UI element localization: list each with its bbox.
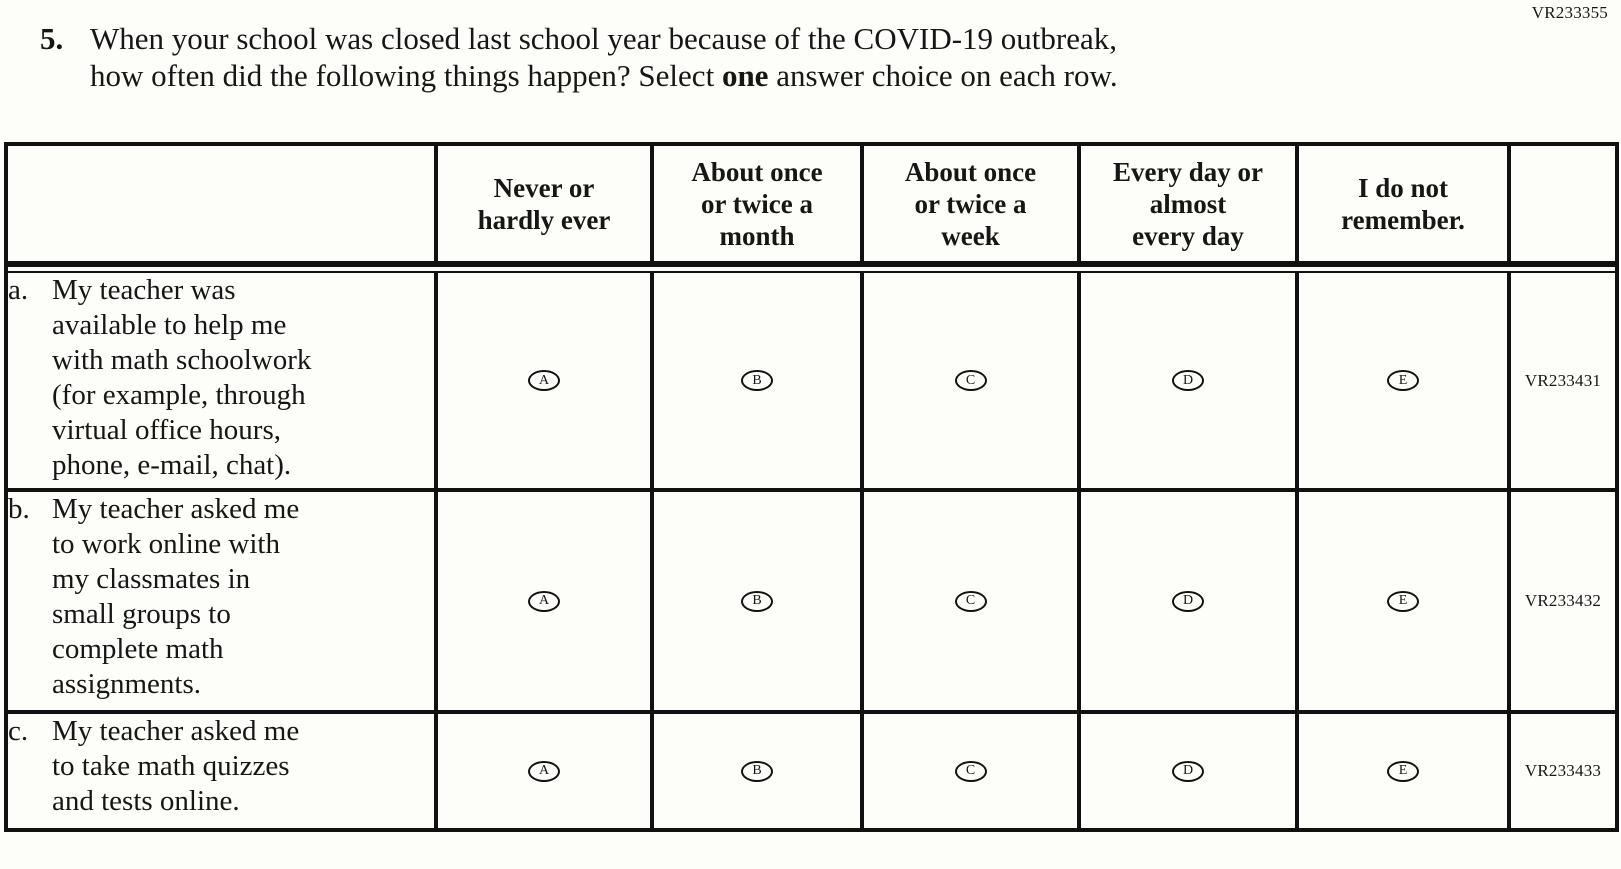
option-cell-c-D: D [1077,712,1297,832]
answer-bubble-b-A[interactable]: A [528,590,560,612]
answer-bubble-a-E[interactable]: E [1387,370,1419,391]
answer-bubble-a-D[interactable]: D [1172,370,1204,391]
option-cell-b-D: D [1077,490,1297,714]
bubble-letter: E [1398,763,1408,778]
header-once-twice-week: About once or twice a week [860,144,1079,267]
answer-bubble-b-D[interactable]: D [1172,590,1204,612]
row-statement-c: My teacher asked me to take math quizzes… [52,715,300,817]
option-cell-a-A: A [434,272,652,492]
row-label-a: a. [8,274,29,306]
option-cell-b-A: A [434,490,652,714]
statement-cell-b: b. My teacher asked me to work online wit… [6,490,436,714]
form-code: VR233355 [1531,3,1608,22]
row-label-c: c. [8,715,29,747]
answer-bubble-c-C[interactable]: C [954,760,987,782]
bubble-letter: C [965,593,976,608]
bubble-letter: B [752,593,762,608]
statement-cell-c: c. My teacher asked me to take math quizz… [6,712,436,832]
table-row-b: b. My teacher asked me to work online wit… [6,490,1617,714]
table-row-c: c. My teacher asked me to take math quizz… [6,712,1617,832]
option-cell-b-B: B [650,490,862,714]
bubble-letter: D [1182,372,1194,388]
option-cell-a-D: D [1077,272,1297,492]
question-line-2-post: answer choice on each row. [768,58,1118,93]
question-line-1: When your school was closed last school … [90,21,1117,56]
header-every-day: Every day or almost every day [1077,144,1297,267]
table-row-a: a. My teacher was available to help me wi… [6,272,1617,492]
row-code-a: VR233431 [1507,272,1617,492]
option-cell-c-B: B [650,712,862,832]
bubble-letter: B [752,763,762,778]
bubble-letter: E [1398,593,1408,608]
option-cell-a-E: E [1295,272,1509,492]
bubble-letter: A [538,372,550,388]
option-cell-b-E: E [1295,490,1509,714]
row-code-c: VR233433 [1507,712,1617,832]
option-cell-a-C: C [860,272,1079,492]
bubble-letter: E [1398,372,1408,388]
header-empty-code [1507,144,1617,267]
answer-bubble-a-B[interactable]: B [741,370,773,391]
header-empty-stem [6,144,436,267]
header-do-not-remember: I do not remember. [1295,144,1509,267]
row-label-b: b. [8,493,30,525]
answer-bubble-b-E[interactable]: E [1387,590,1419,612]
answer-bubble-c-E[interactable]: E [1387,760,1419,782]
option-cell-c-A: A [434,712,652,832]
bubble-letter: C [965,763,976,778]
double-rule-line [6,264,1617,273]
answer-bubble-c-D[interactable]: D [1172,760,1204,782]
question-bold-word: one [721,58,769,93]
answer-bubble-c-B[interactable]: B [741,760,773,782]
bubble-letter: A [538,763,550,778]
row-statement-b: My teacher asked me to work online with … [52,493,300,700]
row-code-b: VR233432 [1507,490,1617,714]
header-row: Never or hardly ever About once or twice… [6,144,1617,267]
option-cell-b-C: C [860,490,1079,714]
option-cell-c-E: E [1295,712,1509,832]
bubble-letter: B [752,372,762,388]
header-once-twice-month: About once or twice a month [650,144,862,267]
answer-bubble-b-C[interactable]: C [954,590,987,612]
statement-cell-a: a. My teacher was available to help me wi… [6,272,436,492]
row-statement-a: My teacher was available to help me with… [52,274,312,481]
response-matrix: Never or hardly ever About once or twice… [4,142,1619,832]
bubble-letter: A [538,593,550,608]
question-line-2-pre: how often did the following things happe… [90,58,722,93]
answer-bubble-a-C[interactable]: C [954,370,987,391]
option-cell-a-B: B [650,272,862,492]
option-cell-c-C: C [860,712,1079,832]
bubble-letter: D [1182,593,1194,608]
double-rule [6,264,1617,273]
bubble-letter: C [965,372,976,388]
answer-bubble-a-A[interactable]: A [528,370,560,391]
question-number: 5. [40,21,64,56]
header-never: Never or hardly ever [434,144,652,267]
answer-bubble-b-B[interactable]: B [741,590,773,612]
bubble-letter: D [1182,763,1194,778]
answer-bubble-c-A[interactable]: A [528,760,560,782]
question-text: When your school was closed last school … [90,20,1118,94]
question-5: 5. When your school was closed last scho… [40,20,1118,94]
